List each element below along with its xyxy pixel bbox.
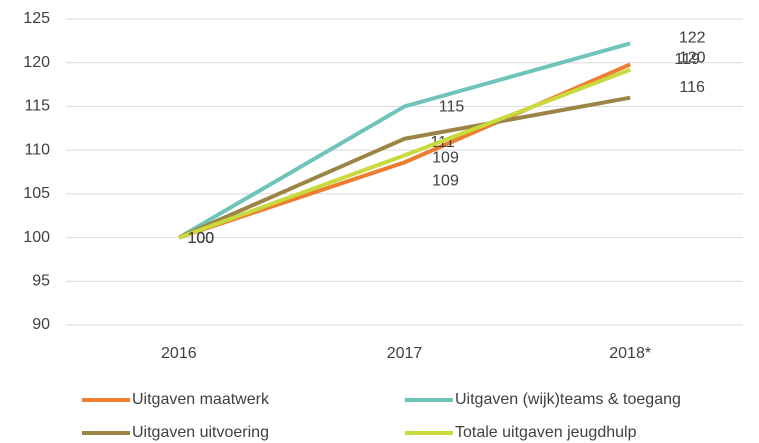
data-label: 109 [432, 173, 459, 190]
y-tick-label: 110 [24, 141, 50, 158]
data-label: 119 [674, 51, 700, 68]
x-tick-label: 2018* [609, 345, 651, 362]
legend-label: Uitgaven (wijk)teams & toegang [455, 391, 681, 408]
x-tick-label: 2017 [387, 345, 423, 362]
data-label: 120 [679, 50, 706, 67]
y-tick-label: 95 [32, 273, 50, 290]
data-label: 122 [679, 30, 706, 47]
y-tick-label: 125 [23, 10, 50, 27]
data-label: 100 [187, 230, 214, 247]
series-line [178, 67, 631, 240]
data-label: 115 [439, 99, 465, 116]
series-line [178, 95, 631, 240]
legend-label: Uitgaven uitvoering [132, 424, 269, 441]
y-tick-label: 120 [23, 54, 50, 71]
y-tick-label: 105 [23, 185, 50, 202]
x-tick-label: 2016 [161, 345, 197, 362]
series-line [177, 41, 631, 240]
y-tick-label: 115 [24, 98, 50, 115]
legend-label: Uitgaven maatwerk [132, 391, 270, 408]
y-tick-label: 100 [23, 229, 50, 246]
y-tick-label: 90 [32, 316, 50, 333]
data-label: 116 [679, 79, 705, 96]
data-label: 109 [432, 150, 459, 167]
legend-label: Totale uitgaven jeugdhulp [455, 424, 637, 441]
